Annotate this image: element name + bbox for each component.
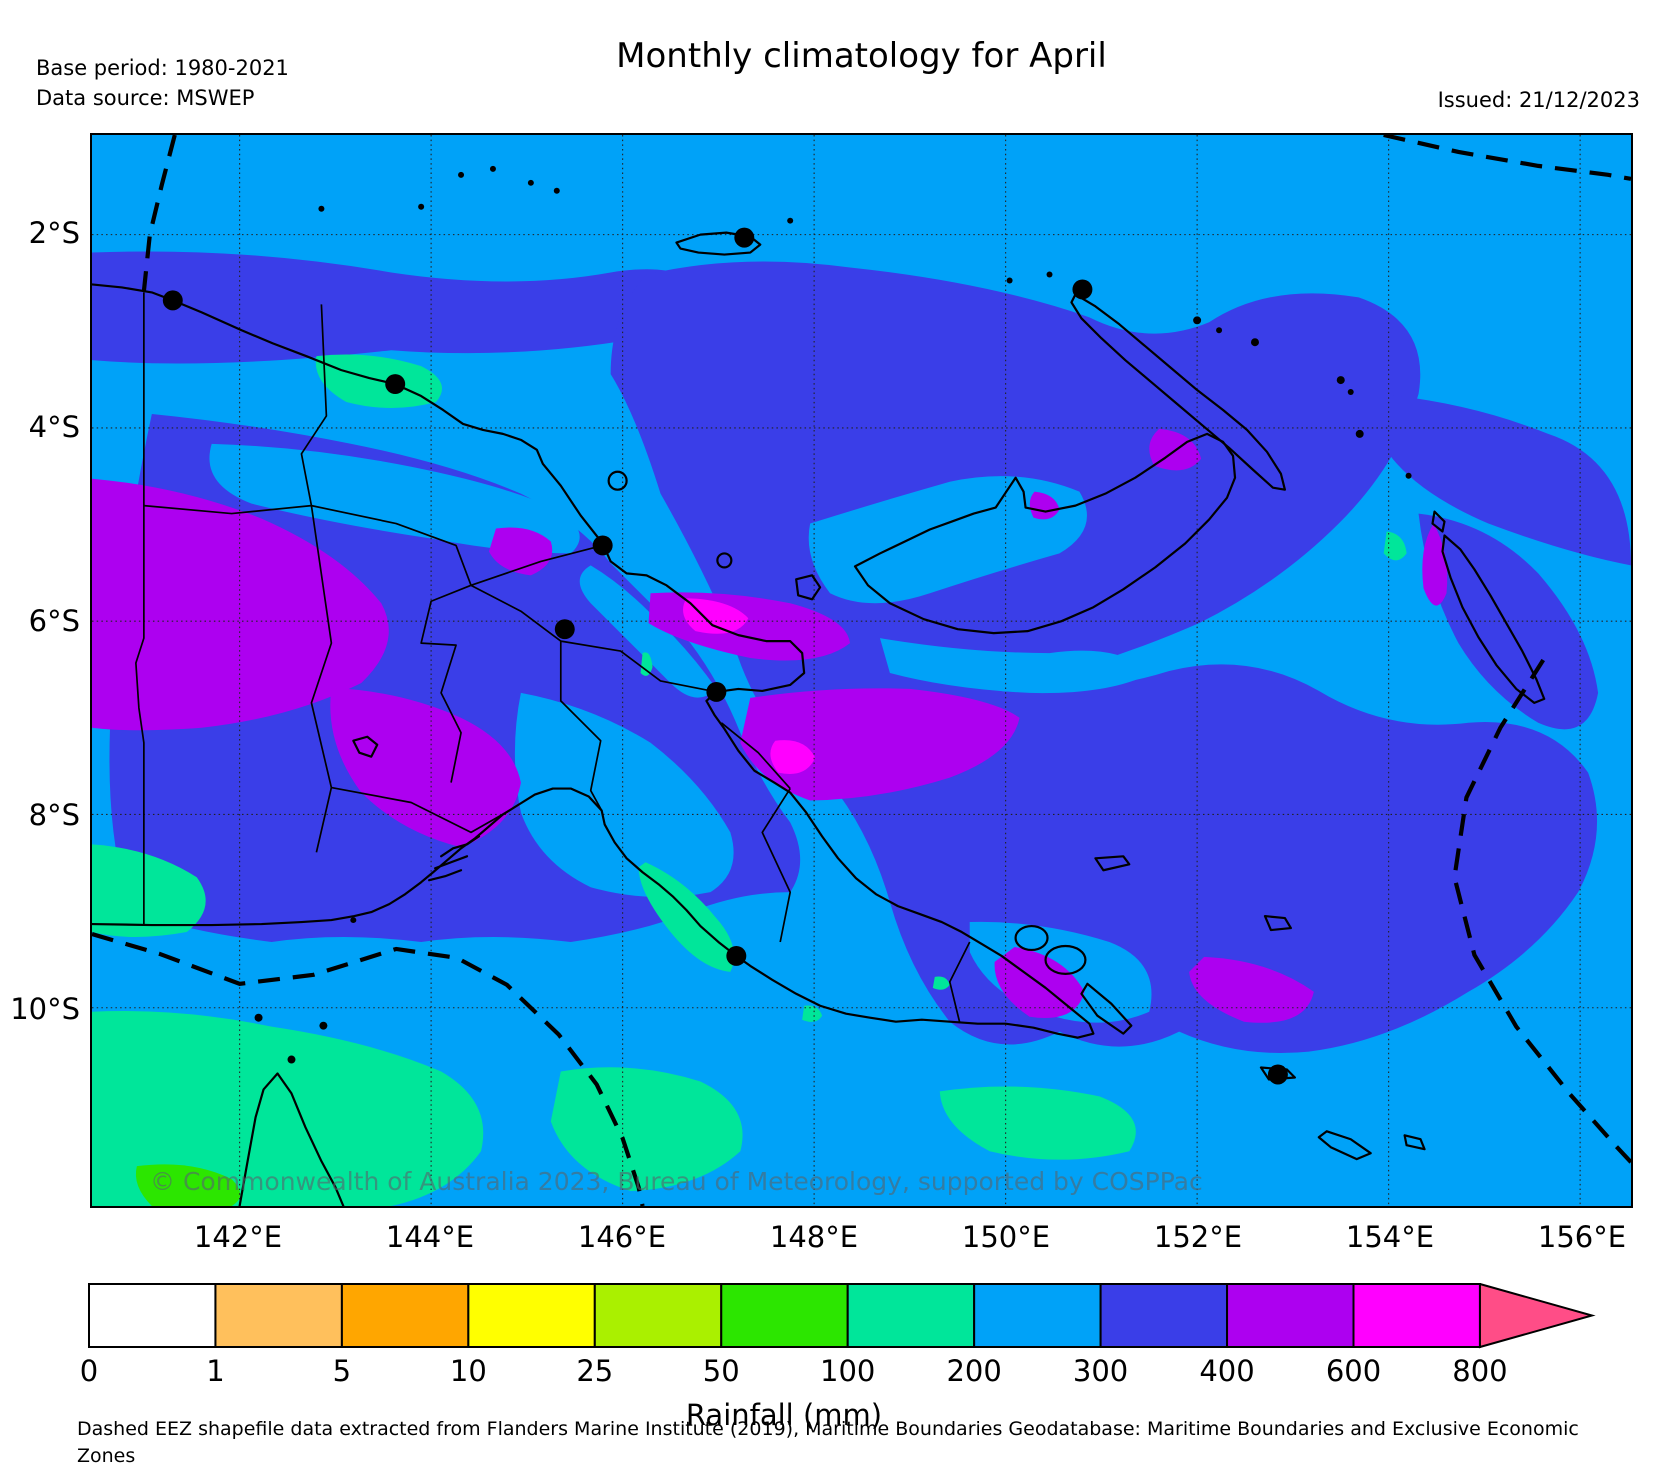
station-markers bbox=[162, 227, 1288, 1085]
eez-southwest bbox=[92, 932, 645, 1206]
xtick-label: 154°E bbox=[1345, 1220, 1435, 1254]
colorbar-segment bbox=[846, 1283, 976, 1348]
colorbar-tick-label: 200 bbox=[946, 1354, 1002, 1388]
xtick-label: 146°E bbox=[577, 1220, 667, 1254]
colorbar-segment bbox=[593, 1283, 723, 1348]
station-dot bbox=[706, 681, 727, 702]
colorbar-segment bbox=[1352, 1283, 1481, 1348]
colorbar-segment bbox=[720, 1283, 849, 1348]
colorbar-segment bbox=[467, 1283, 596, 1348]
trobriand-island bbox=[1094, 855, 1131, 872]
bougainville-coast bbox=[1441, 534, 1546, 704]
ytick-label: 6°S bbox=[28, 604, 80, 638]
goodenough-island bbox=[1014, 924, 1049, 952]
station-dot bbox=[385, 374, 406, 395]
xtick-label: 156°E bbox=[1537, 1220, 1627, 1254]
tagula-island bbox=[1317, 1130, 1372, 1161]
ytick-label: 4°S bbox=[28, 410, 80, 444]
data-source-text: Data source: MSWEP bbox=[36, 86, 255, 110]
ytick-label: 10°S bbox=[10, 992, 80, 1026]
karkar-island bbox=[607, 470, 628, 491]
rainfall-map bbox=[92, 135, 1631, 1206]
colorbar-title: Rainfall (mm) bbox=[685, 1398, 883, 1432]
colorbar-tick-label: 100 bbox=[820, 1354, 876, 1388]
base-period-text: Base period: 1980-2021 bbox=[36, 56, 289, 80]
colorbar-tick-label: 800 bbox=[1452, 1354, 1508, 1388]
colorbar-segment bbox=[1099, 1283, 1229, 1348]
footer-attribution: Dashed EEZ shapefile data extracted from… bbox=[77, 1416, 1617, 1472]
normanby-island bbox=[1080, 982, 1133, 1035]
rossel-island bbox=[1403, 1134, 1426, 1151]
footer-line1: Dashed EEZ shapefile data extracted from… bbox=[77, 1418, 1579, 1467]
buka-island-coast bbox=[1431, 510, 1446, 533]
colorbar-segment bbox=[214, 1283, 343, 1348]
rainfall-field bbox=[92, 251, 1631, 1206]
eez-boundaries bbox=[92, 135, 1631, 1206]
xtick-label: 148°E bbox=[769, 1220, 859, 1254]
colorbar-tick-label: 1 bbox=[206, 1354, 225, 1388]
colorbar-tick-label: 300 bbox=[1072, 1354, 1129, 1388]
colorbar-tick-label: 50 bbox=[702, 1354, 740, 1388]
station-dot bbox=[592, 535, 613, 556]
coastlines bbox=[92, 231, 1546, 1206]
colorbar-tick-label: 25 bbox=[576, 1354, 614, 1388]
station-dot bbox=[162, 290, 183, 311]
fergusson-island bbox=[1044, 944, 1087, 975]
xtick-label: 150°E bbox=[961, 1220, 1051, 1254]
map-canvas: © Commonwealth of Australia 2023, Bureau… bbox=[90, 133, 1633, 1208]
xtick-label: 142°E bbox=[193, 1220, 283, 1254]
issued-date-text: Issued: 21/12/2023 bbox=[1437, 88, 1640, 112]
manus-island-coast bbox=[675, 231, 762, 256]
colorbar-tick-label: 400 bbox=[1199, 1354, 1255, 1388]
station-dot bbox=[554, 619, 575, 640]
eez-northeast bbox=[1383, 135, 1631, 181]
colorbar-segment bbox=[1226, 1283, 1355, 1348]
ytick-label: 8°S bbox=[28, 798, 80, 832]
xtick-label: 152°E bbox=[1153, 1220, 1243, 1254]
small-island-specks bbox=[254, 165, 1412, 1064]
rainfall-colorbar bbox=[88, 1283, 1596, 1349]
colorbar-tick-label: 0 bbox=[79, 1354, 99, 1388]
colorbar-overflow-arrow bbox=[1478, 1283, 1596, 1349]
cape-york-coast bbox=[238, 1072, 345, 1206]
woodlark-island bbox=[1263, 914, 1292, 932]
eez-northwest bbox=[141, 135, 177, 292]
colorbar-tick-label: 5 bbox=[332, 1354, 352, 1388]
new-guinea-mainland-coast bbox=[92, 283, 1095, 1039]
page-title: Monthly climatology for April bbox=[616, 36, 1107, 76]
admin-boundaries bbox=[135, 292, 971, 1023]
lake-murray bbox=[352, 735, 379, 758]
graticule bbox=[92, 135, 1631, 1206]
png-indonesia-border bbox=[135, 292, 145, 925]
new-britain-coast bbox=[853, 432, 1237, 635]
xtick-label: 144°E bbox=[385, 1220, 475, 1254]
long-island bbox=[716, 552, 733, 569]
ytick-label: 2°S bbox=[28, 216, 80, 250]
colorbar-tick-label: 10 bbox=[449, 1354, 487, 1388]
umboi-island bbox=[795, 574, 822, 601]
station-dot bbox=[726, 945, 747, 966]
colorbar-segment bbox=[88, 1283, 217, 1348]
colorbar-segment bbox=[340, 1283, 470, 1348]
station-dot bbox=[734, 227, 755, 248]
eez-east bbox=[1452, 658, 1631, 1164]
fly-delta-channels bbox=[428, 835, 481, 882]
colorbar-tick-label: 600 bbox=[1325, 1354, 1382, 1388]
station-dot bbox=[1072, 279, 1093, 300]
station-dot bbox=[1267, 1064, 1288, 1085]
colorbar-segment bbox=[973, 1283, 1102, 1348]
new-ireland-coast bbox=[1070, 293, 1286, 491]
